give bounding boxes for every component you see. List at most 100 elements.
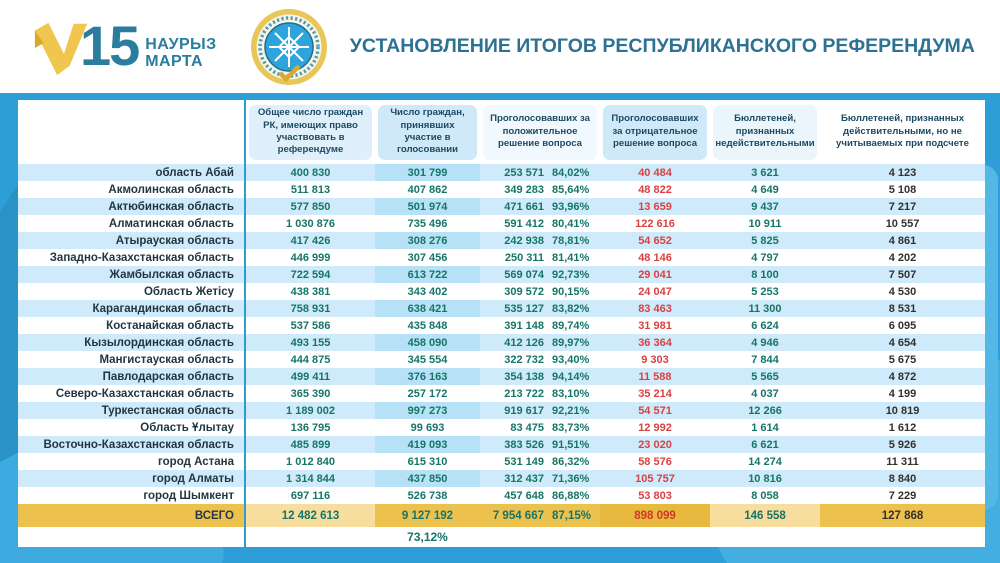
- yes-votes-cell: 242 938: [480, 232, 546, 249]
- table-row: Атырауская область 417 426 308 276 242 938 7…: [18, 232, 986, 249]
- yes-votes-cell: 535 127: [480, 300, 546, 317]
- valid-uncounted-cell: 4 530: [820, 283, 986, 300]
- yes-percent-cell: [546, 527, 601, 547]
- eligible-count-cell: 493 155: [245, 334, 375, 351]
- col-header-yes-votes-label: Проголосовавших за положительное решение…: [483, 104, 598, 160]
- yes-votes-cell: 457 648: [480, 487, 546, 504]
- valid-uncounted-cell: 4 861: [820, 232, 986, 249]
- eligible-count-cell: 446 999: [245, 249, 375, 266]
- valid-uncounted-cell: 5 108: [820, 181, 986, 198]
- yes-votes-cell: 569 074: [480, 266, 546, 283]
- invalid-ballots-cell: 14 274: [710, 453, 821, 470]
- yes-votes-cell: 354 138: [480, 368, 546, 385]
- logo-month-kk: НАУРЫЗ: [145, 35, 217, 53]
- valid-uncounted-cell: 7 229: [820, 487, 986, 504]
- eligible-count-cell: 722 594: [245, 266, 375, 283]
- region-cell: город Шымкент: [18, 487, 246, 504]
- invalid-ballots-cell: 6 621: [710, 436, 821, 453]
- yes-percent-cell: 86,32%: [546, 453, 601, 470]
- participants-count-cell: 99 693: [375, 419, 480, 436]
- yes-percent-cell: 92,73%: [546, 266, 601, 283]
- invalid-ballots-cell: 8 100: [710, 266, 821, 283]
- table-row: Павлодарская область 499 411 376 163 354 13…: [18, 368, 986, 385]
- yes-percent-cell: 89,74%: [546, 317, 601, 334]
- yes-votes-cell: 531 149: [480, 453, 546, 470]
- invalid-ballots-cell: 7 844: [710, 351, 821, 368]
- checkmark-icon: [34, 22, 88, 75]
- yes-votes-cell: 591 412: [480, 215, 546, 232]
- table-row: Область Ұлытау 136 795 99 693 83 475 83,73% 1…: [18, 419, 986, 436]
- region-cell: Актюбинская область: [18, 198, 246, 215]
- no-votes-cell: 48 822: [600, 181, 711, 198]
- col-header-valid-uncounted: Бюллетеней, признанных действительными, …: [820, 100, 986, 164]
- participants-count-cell: 343 402: [375, 283, 480, 300]
- invalid-ballots-cell: 10 911: [710, 215, 821, 232]
- participants-count-cell: 376 163: [375, 368, 480, 385]
- yes-votes-cell: 250 311: [480, 249, 546, 266]
- no-votes-cell: 13 659: [600, 198, 711, 215]
- valid-uncounted-cell: 10 557: [820, 215, 986, 232]
- invalid-ballots-cell: 9 437: [710, 198, 821, 215]
- no-votes-cell: 105 757: [600, 470, 711, 487]
- eligible-count-cell: 12 482 613: [245, 504, 375, 527]
- valid-uncounted-cell: 10 819: [820, 402, 986, 419]
- invalid-ballots-cell: 4 797: [710, 249, 821, 266]
- eligible-count-cell: 136 795: [245, 419, 375, 436]
- invalid-ballots-cell: 146 558: [710, 504, 821, 527]
- no-votes-cell: 9 303: [600, 351, 711, 368]
- background: Общее число граждан РК, имеющих право уч…: [0, 93, 1000, 563]
- region-cell: Костанайская область: [18, 317, 246, 334]
- yes-percent-cell: 92,21%: [546, 402, 601, 419]
- participants-count-cell: 345 554: [375, 351, 480, 368]
- valid-uncounted-cell: 4 202: [820, 249, 986, 266]
- invalid-ballots-cell: 5 253: [710, 283, 821, 300]
- valid-uncounted-cell: 11 311: [820, 453, 986, 470]
- eligible-count-cell: 577 850: [245, 198, 375, 215]
- yes-votes-cell: 253 571: [480, 164, 546, 181]
- no-votes-cell: 12 992: [600, 419, 711, 436]
- yes-votes-cell: 322 732: [480, 351, 546, 368]
- invalid-ballots-cell: 6 624: [710, 317, 821, 334]
- eligible-count-cell: 537 586: [245, 317, 375, 334]
- eligible-count-cell: 697 116: [245, 487, 375, 504]
- no-votes-cell: 23 020: [600, 436, 711, 453]
- table-row: Область Жетісу 438 381 343 402 309 572 90,15…: [18, 283, 986, 300]
- participants-count-cell: 997 273: [375, 402, 480, 419]
- yes-votes-cell: 412 126: [480, 334, 546, 351]
- valid-uncounted-cell: 7 217: [820, 198, 986, 215]
- region-cell: Область Жетісу: [18, 283, 246, 300]
- results-table: Общее число граждан РК, имеющих право уч…: [18, 100, 986, 547]
- participants-count-cell: 435 848: [375, 317, 480, 334]
- valid-uncounted-cell: 6 095: [820, 317, 986, 334]
- region-cell: ВСЕГО: [18, 504, 246, 527]
- region-cell: Карагандинская область: [18, 300, 246, 317]
- page-title: УСТАНОВЛЕНИЕ ИТОГОВ РЕСПУБЛИКАНСКОГО РЕФ…: [349, 35, 975, 57]
- valid-uncounted-cell: 4 654: [820, 334, 986, 351]
- yes-percent-cell: 86,88%: [546, 487, 601, 504]
- valid-uncounted-cell: 4 199: [820, 385, 986, 402]
- col-header-no-votes-label: Проголосовавших за отрицательное решение…: [603, 104, 708, 160]
- no-votes-cell: 24 047: [600, 283, 711, 300]
- yes-percent-cell: 90,15%: [546, 283, 601, 300]
- participants-count-cell: 73,12%: [375, 527, 480, 547]
- region-cell: Атырауская область: [18, 232, 246, 249]
- valid-uncounted-cell: 5 926: [820, 436, 986, 453]
- turnout-row: 73,12%: [18, 527, 986, 547]
- participants-count-cell: 419 093: [375, 436, 480, 453]
- table-row: Мангистауская область 444 875 345 554 322 7…: [18, 351, 986, 368]
- table-row: город Шымкент 697 116 526 738 457 648 86,88%…: [18, 487, 986, 504]
- eligible-count-cell: [245, 527, 375, 547]
- no-votes-cell: 35 214: [600, 385, 711, 402]
- eligible-count-cell: 499 411: [245, 368, 375, 385]
- invalid-ballots-cell: 8 058: [710, 487, 821, 504]
- region-cell: [18, 527, 246, 547]
- invalid-ballots-cell: 4 037: [710, 385, 821, 402]
- table-row: Северо-Казахстанская область 365 390 257 1…: [18, 385, 986, 402]
- no-votes-cell: 54 571: [600, 402, 711, 419]
- region-cell: Акмолинская область: [18, 181, 246, 198]
- region-cell: Область Ұлытау: [18, 419, 246, 436]
- region-cell: Туркестанская область: [18, 402, 246, 419]
- participants-count-cell: 407 862: [375, 181, 480, 198]
- participants-count-cell: 735 496: [375, 215, 480, 232]
- invalid-ballots-cell: 5 825: [710, 232, 821, 249]
